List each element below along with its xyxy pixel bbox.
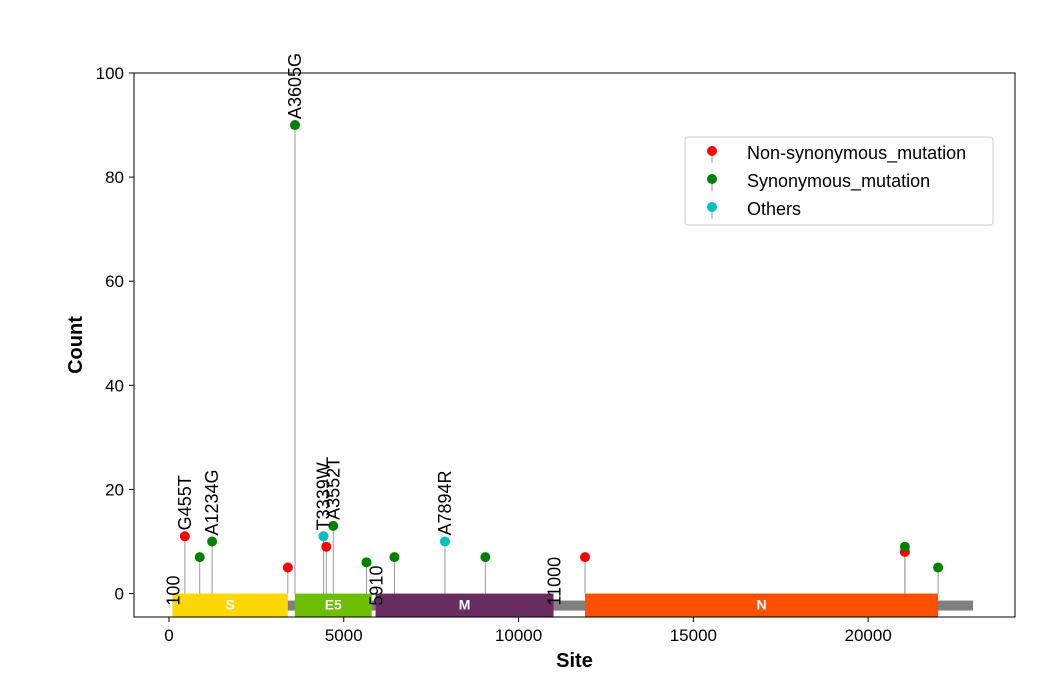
y-axis: 0 20 40 60 80 100 xyxy=(96,64,134,604)
gene-label-m: M xyxy=(459,597,471,613)
data-point xyxy=(282,562,293,573)
data-point xyxy=(207,536,218,547)
legend-entry: Synonymous_mutation xyxy=(747,171,930,192)
gene-block-n xyxy=(584,593,939,618)
gene-label-s: S xyxy=(225,597,234,613)
legend-marker xyxy=(707,174,717,184)
legend-marker xyxy=(707,202,717,212)
x-tick-label: 10000 xyxy=(495,626,542,645)
mutation-points xyxy=(179,120,944,573)
gene-label-n: N xyxy=(756,597,766,613)
genome-position-label: 100 xyxy=(163,576,183,606)
legend-marker xyxy=(707,146,717,156)
data-point xyxy=(480,552,491,563)
data-point xyxy=(899,541,910,552)
data-point xyxy=(179,531,190,542)
data-point xyxy=(579,552,590,563)
data-point xyxy=(361,557,372,568)
data-point xyxy=(439,536,450,547)
genome-track: S E5 M N 100 5910 11000 xyxy=(163,557,974,618)
y-axis-title: Count xyxy=(65,316,87,374)
genome-position-label: 5910 xyxy=(367,566,387,606)
mutation-label: G455T xyxy=(175,475,195,530)
mutation-label: A1234G xyxy=(202,469,222,535)
y-tick-label: 100 xyxy=(96,64,124,83)
mutation-label: T3339W xyxy=(313,462,333,530)
y-tick-label: 80 xyxy=(105,168,124,187)
data-point xyxy=(289,120,300,131)
legend[interactable]: Non-synonymous_mutation Synonymous_mutati… xyxy=(684,136,994,226)
x-tick-label: 0 xyxy=(164,626,173,645)
data-point xyxy=(933,562,944,573)
x-tick-label: 15000 xyxy=(670,626,717,645)
mutation-label: A7894R xyxy=(435,470,455,535)
genome-position-label: 11000 xyxy=(545,557,565,606)
data-point xyxy=(194,552,205,563)
legend-entry: Others xyxy=(747,199,801,219)
y-tick-label: 40 xyxy=(105,376,124,395)
y-tick-label: 0 xyxy=(115,585,124,604)
plot-frame xyxy=(133,72,1016,618)
data-point xyxy=(321,541,332,552)
data-point xyxy=(318,531,329,542)
x-tick-label: 20000 xyxy=(845,626,892,645)
legend-entry: Non-synonymous_mutation xyxy=(747,143,966,164)
legend-box xyxy=(684,136,994,226)
gene-block-s xyxy=(172,593,288,618)
mutation-label: A3552T xyxy=(323,457,343,520)
mutation-label: A3605G xyxy=(285,53,305,119)
gene-label-e5: E5 xyxy=(325,597,342,613)
x-tick-label: 5000 xyxy=(325,626,363,645)
data-point xyxy=(389,552,400,563)
gene-block-e5 xyxy=(294,593,372,618)
x-axis-title: Site xyxy=(556,650,593,672)
y-tick-label: 60 xyxy=(105,272,124,291)
data-point xyxy=(328,520,339,531)
genome-backbone xyxy=(172,600,974,611)
y-tick-label: 20 xyxy=(105,480,124,499)
gene-block-m xyxy=(375,593,554,618)
x-axis: 0 5000 10000 15000 20000 xyxy=(164,617,892,645)
